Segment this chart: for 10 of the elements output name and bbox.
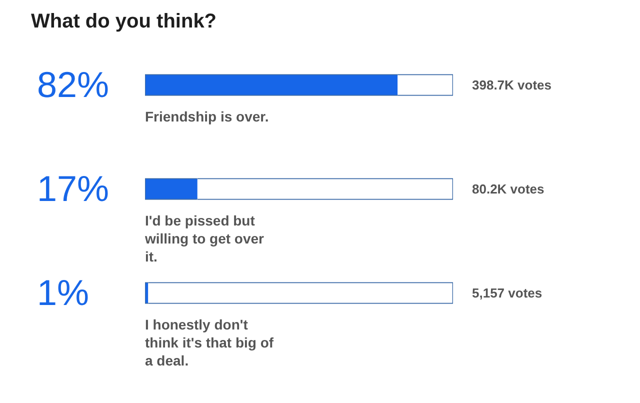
y-tick-label: I honestly don't think it's that big of a deal. <box>145 316 274 368</box>
text: 5,157 votes <box>472 286 542 301</box>
chart-title: What do you think? <box>31 10 217 33</box>
data-label: 82% <box>37 64 110 105</box>
y-tick-label: Friendship is over. <box>145 108 269 124</box>
data-label: 17% <box>37 168 110 209</box>
y-tick-label: I'd be pissed but willing to get over it. <box>144 212 265 264</box>
data-label: 1% <box>37 272 90 313</box>
text: 398.7K votes <box>472 78 552 93</box>
text: 80.2K votes <box>472 182 544 197</box>
